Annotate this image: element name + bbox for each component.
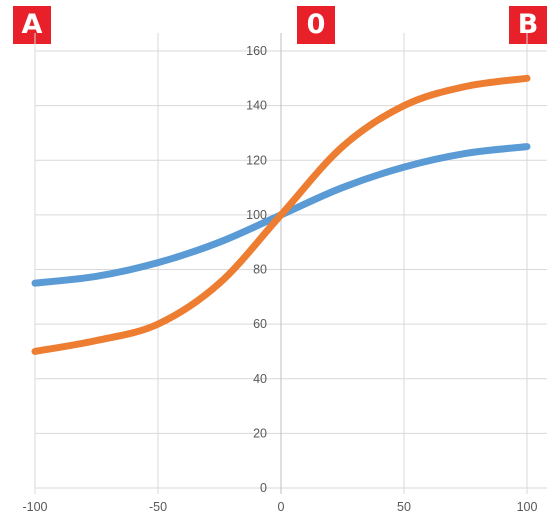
y-tick-label-100: 100 bbox=[246, 208, 267, 222]
y-tick-label-60: 60 bbox=[253, 317, 267, 331]
y-tick-label-120: 120 bbox=[246, 153, 267, 167]
y-tick-label-40: 40 bbox=[253, 372, 267, 386]
x-tick-label--100: -100 bbox=[22, 500, 47, 514]
x-tick-label-0: 0 bbox=[278, 500, 285, 514]
marker-zero: 0 bbox=[297, 6, 335, 44]
chart-grid bbox=[34, 33, 547, 494]
y-tick-label-20: 20 bbox=[253, 426, 267, 440]
series-line-2 bbox=[31, 74, 531, 355]
y-tick-label-140: 140 bbox=[246, 99, 267, 113]
x-tick-label-50: 50 bbox=[397, 500, 411, 514]
marker-a: A bbox=[13, 6, 51, 44]
y-tick-label-0: 0 bbox=[260, 481, 267, 495]
marker-b: B bbox=[509, 6, 547, 44]
y-tick-label-160: 160 bbox=[246, 44, 267, 58]
series-lines bbox=[31, 74, 531, 355]
x-tick-label--50: -50 bbox=[149, 500, 167, 514]
tick-labels: 0 20 40 60 80 100 120 140 160 -100 -50 0 50 100 bbox=[22, 44, 537, 514]
y-tick-label-80: 80 bbox=[253, 263, 267, 277]
x-tick-label-100: 100 bbox=[517, 500, 538, 514]
